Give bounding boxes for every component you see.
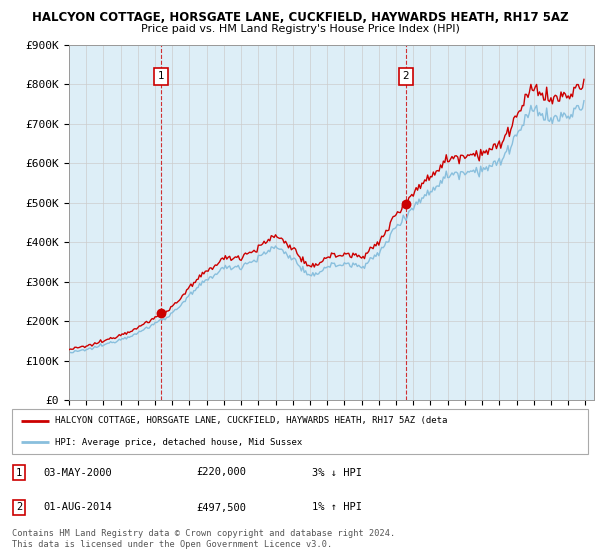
Point <box>401 199 411 208</box>
Point <box>156 309 166 318</box>
Text: 1% ↑ HPI: 1% ↑ HPI <box>311 502 362 512</box>
Text: HPI: Average price, detached house, Mid Sussex: HPI: Average price, detached house, Mid … <box>55 438 302 447</box>
Text: 2: 2 <box>403 72 409 81</box>
Text: 01-AUG-2014: 01-AUG-2014 <box>44 502 112 512</box>
Text: 03-MAY-2000: 03-MAY-2000 <box>44 468 112 478</box>
Text: Price paid vs. HM Land Registry's House Price Index (HPI): Price paid vs. HM Land Registry's House … <box>140 24 460 34</box>
Text: £220,000: £220,000 <box>196 468 247 478</box>
Text: HALCYON COTTAGE, HORSGATE LANE, CUCKFIELD, HAYWARDS HEATH, RH17 5AZ (deta: HALCYON COTTAGE, HORSGATE LANE, CUCKFIEL… <box>55 417 448 426</box>
Text: 1: 1 <box>16 468 22 478</box>
Text: 1: 1 <box>157 72 164 81</box>
Text: HALCYON COTTAGE, HORSGATE LANE, CUCKFIELD, HAYWARDS HEATH, RH17 5AZ: HALCYON COTTAGE, HORSGATE LANE, CUCKFIEL… <box>32 11 568 24</box>
Text: 3% ↓ HPI: 3% ↓ HPI <box>311 468 362 478</box>
FancyBboxPatch shape <box>12 409 588 454</box>
Text: Contains HM Land Registry data © Crown copyright and database right 2024.
This d: Contains HM Land Registry data © Crown c… <box>12 529 395 549</box>
Text: 2: 2 <box>16 502 22 512</box>
Text: £497,500: £497,500 <box>196 502 247 512</box>
